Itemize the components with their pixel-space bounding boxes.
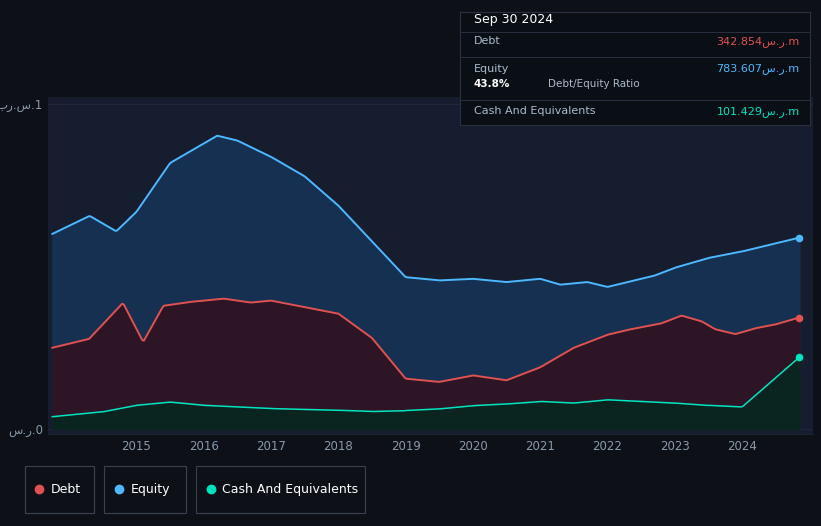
Text: Debt/Equity Ratio: Debt/Equity Ratio bbox=[548, 79, 639, 89]
Text: 783.607س.ر.m: 783.607س.ر.m bbox=[717, 63, 800, 74]
Text: 43.8%: 43.8% bbox=[474, 79, 511, 89]
Text: 342.854س.ر.m: 342.854س.ر.m bbox=[716, 36, 800, 47]
Text: Debt: Debt bbox=[474, 36, 501, 46]
Text: Equity: Equity bbox=[131, 483, 170, 495]
Text: 101.429س.ر.m: 101.429س.ر.m bbox=[717, 106, 800, 117]
Text: Sep 30 2024: Sep 30 2024 bbox=[474, 13, 553, 26]
Text: Cash And Equivalents: Cash And Equivalents bbox=[474, 106, 595, 116]
Text: Cash And Equivalents: Cash And Equivalents bbox=[222, 483, 359, 495]
Text: Equity: Equity bbox=[474, 64, 509, 74]
Text: Debt: Debt bbox=[51, 483, 81, 495]
